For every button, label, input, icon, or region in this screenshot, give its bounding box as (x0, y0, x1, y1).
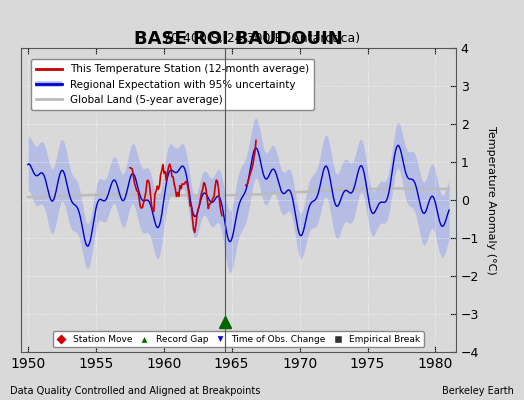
Y-axis label: Temperature Anomaly (°C): Temperature Anomaly (°C) (486, 126, 496, 274)
Title: BASE ROI BAUDOUIN: BASE ROI BAUDOUIN (134, 30, 343, 48)
Text: 70.400 S, 24.300 E (Antarctica): 70.400 S, 24.300 E (Antarctica) (163, 32, 361, 45)
Text: Berkeley Earth: Berkeley Earth (442, 386, 514, 396)
Text: Data Quality Controlled and Aligned at Breakpoints: Data Quality Controlled and Aligned at B… (10, 386, 261, 396)
Legend: Station Move, Record Gap, Time of Obs. Change, Empirical Break: Station Move, Record Gap, Time of Obs. C… (53, 331, 424, 348)
